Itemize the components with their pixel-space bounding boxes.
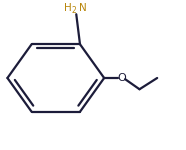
Text: O: O	[117, 73, 126, 83]
Text: N: N	[79, 3, 86, 14]
Text: H: H	[64, 3, 72, 14]
Text: 2: 2	[72, 6, 77, 15]
